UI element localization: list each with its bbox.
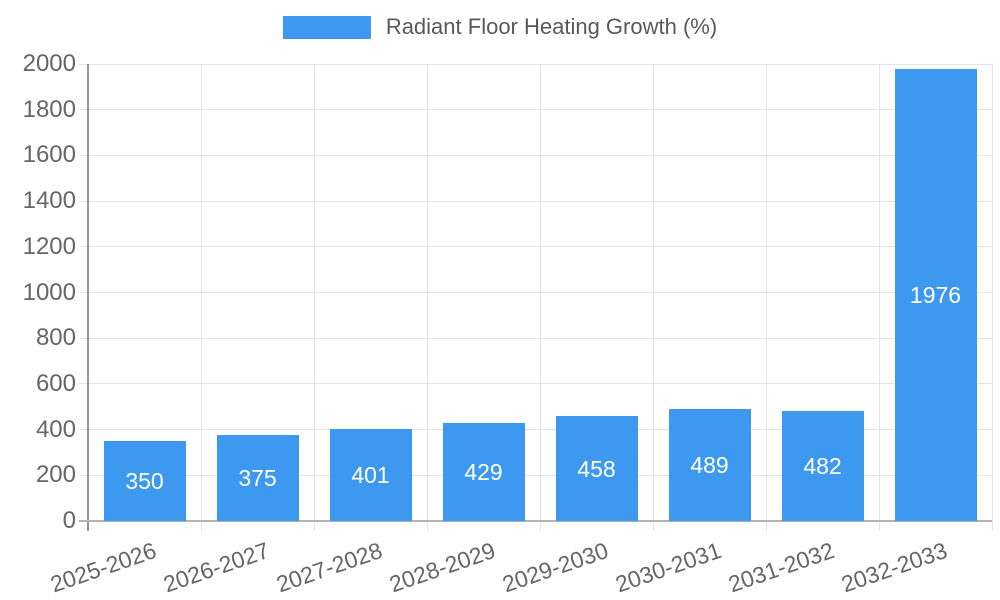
gridline-horizontal [79, 429, 992, 431]
bar-value-label: 429 [464, 458, 503, 485]
bar[interactable] [668, 409, 751, 521]
gridline-horizontal [79, 63, 992, 65]
y-axis-tick-label: 1600 [22, 141, 76, 169]
x-axis-tick-label: 2028-2029 [385, 537, 498, 598]
x-axis-tick-label: 2030-2031 [611, 537, 724, 598]
y-axis-tick-label: 1200 [22, 232, 76, 260]
gridline-horizontal [79, 154, 992, 156]
gridline-vertical [878, 64, 880, 531]
legend-label: Radiant Floor Heating Growth (%) [385, 14, 718, 39]
y-axis-tick-label: 2000 [22, 50, 76, 77]
gridline-vertical [652, 64, 654, 531]
gridline-horizontal [79, 292, 992, 293]
bar-value-label: 350 [125, 468, 164, 494]
gridline-horizontal [79, 474, 992, 476]
y-axis-tick-label: 1800 [22, 95, 76, 123]
chart-legend[interactable]: Radiant Floor Heating Growth (%) [0, 14, 1000, 40]
y-axis-tick-label: 0 [62, 507, 76, 534]
gridline-horizontal [79, 383, 992, 385]
gridline-horizontal [79, 109, 992, 111]
gridline-horizontal [79, 200, 992, 202]
legend-swatch-icon [282, 15, 371, 39]
bar-value-label: 482 [803, 452, 842, 479]
y-axis-tick-label: 800 [35, 324, 76, 352]
gridline-vertical [991, 64, 993, 531]
gridline-vertical [200, 64, 202, 531]
x-axis-tick-label: 2031-2032 [724, 537, 837, 598]
gridline-vertical [539, 64, 541, 531]
x-axis-tick-label: 2025-2026 [46, 537, 159, 598]
y-axis-tick-label: 200 [35, 461, 76, 489]
y-axis-tick-label: 600 [35, 369, 76, 397]
y-axis-line [87, 64, 89, 531]
bar[interactable] [103, 441, 186, 521]
y-axis-tick-label: 1400 [22, 187, 76, 215]
bar[interactable] [894, 69, 977, 521]
bar-value-label: 401 [351, 462, 390, 489]
bar-value-label: 489 [690, 452, 729, 479]
x-axis-tick-label: 2032-2033 [837, 537, 950, 598]
gridline-vertical [313, 64, 315, 531]
gridline-horizontal [79, 246, 992, 248]
gridline-horizontal [79, 337, 992, 339]
y-axis-tick-label: 1000 [22, 278, 76, 306]
bar[interactable] [781, 410, 864, 521]
y-axis-tick-label: 400 [35, 415, 76, 443]
x-axis-tick-label: 2029-2030 [498, 537, 611, 598]
bar[interactable] [442, 422, 525, 521]
bar-value-label: 375 [238, 465, 277, 492]
x-axis-tick-label: 2026-2027 [159, 537, 272, 598]
gridline-vertical [765, 64, 767, 531]
x-axis-line [79, 520, 992, 522]
bar-value-label: 1976 [909, 282, 962, 309]
bar-value-label: 458 [577, 455, 616, 482]
x-axis-tick-label: 2027-2028 [272, 537, 385, 598]
bar[interactable] [216, 435, 299, 521]
bar[interactable] [329, 429, 412, 521]
bar[interactable] [555, 416, 638, 521]
gridline-vertical [426, 64, 428, 531]
